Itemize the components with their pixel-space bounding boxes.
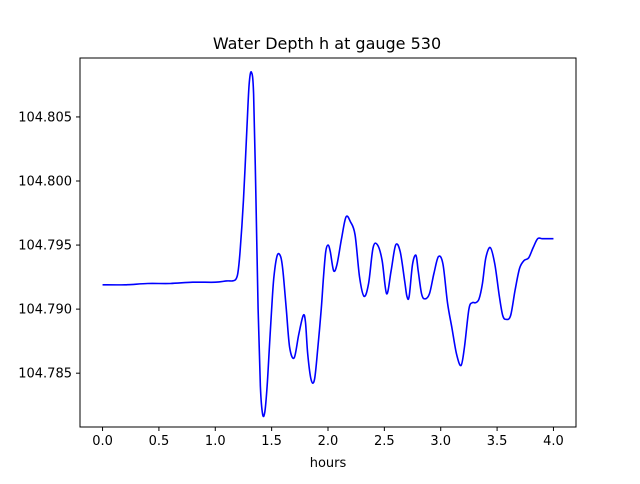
- plot-area-frame: [79, 57, 577, 428]
- y-tick-label: 104.785: [18, 367, 72, 382]
- x-tick-label: 1.0: [205, 434, 226, 449]
- x-axis-label: hours: [310, 456, 347, 471]
- y-axis: 104.785 104.790 104.795 104.800 104.805: [18, 110, 80, 382]
- x-tick-label: 4.0: [543, 434, 564, 449]
- x-tick-label: 0.5: [149, 434, 170, 449]
- series-line: [102, 71, 554, 418]
- y-tick-label: 104.800: [18, 175, 72, 190]
- x-tick-label: 2.0: [318, 434, 339, 449]
- x-tick-label: 3.5: [487, 434, 508, 449]
- series-group: [102, 71, 554, 418]
- y-tick-label: 104.805: [18, 110, 72, 125]
- y-tick-label: 104.790: [18, 303, 72, 318]
- x-axis: 0.0 0.5 1.0 1.5 2.0 2.5 3.0 3.5 4.0: [92, 427, 564, 449]
- x-tick-label: 2.5: [374, 434, 395, 449]
- y-tick-label: 104.795: [18, 239, 72, 254]
- x-tick-label: 1.5: [261, 434, 282, 449]
- chart-title: Water Depth h at gauge 530: [213, 34, 441, 53]
- x-tick-label: 3.0: [430, 434, 451, 449]
- x-tick-label: 0.0: [92, 434, 113, 449]
